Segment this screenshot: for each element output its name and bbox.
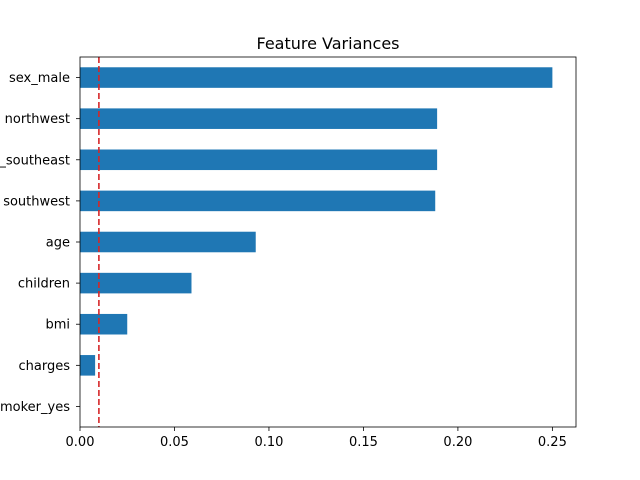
bar-children bbox=[80, 272, 192, 294]
bar-sex-male bbox=[80, 67, 553, 88]
bar-bmi bbox=[80, 313, 128, 335]
x-tick-label: 0.15 bbox=[349, 435, 378, 450]
y-tick-label: sex_male bbox=[9, 71, 70, 86]
x-axis-ticks: 0.00 0.05 0.10 0.15 0.20 0.25 bbox=[66, 427, 567, 450]
y-tick-label: southwest bbox=[3, 194, 70, 209]
bar-region-southeast bbox=[80, 149, 438, 171]
x-tick-label: 0.05 bbox=[160, 435, 189, 450]
y-tick-label: charges bbox=[19, 359, 71, 374]
bar-age bbox=[80, 231, 256, 253]
y-tick-label: children bbox=[18, 277, 70, 292]
bars-group bbox=[80, 67, 553, 376]
bar-charges bbox=[80, 355, 96, 376]
x-tick-label: 0.10 bbox=[254, 435, 283, 450]
bar-region-southwest bbox=[80, 190, 436, 212]
y-tick-label: _southeast bbox=[0, 153, 70, 168]
y-tick-label: moker_yes bbox=[0, 400, 70, 415]
x-tick-label: 0.25 bbox=[538, 435, 567, 450]
x-tick-label: 0.20 bbox=[443, 435, 472, 450]
x-tick-label: 0.00 bbox=[66, 435, 95, 450]
y-axis-ticks: sex_male northwest _southeast southwest age c… bbox=[0, 71, 80, 415]
bar-region-northwest bbox=[80, 108, 438, 129]
axes-frame bbox=[79, 56, 577, 428]
y-tick-label: age bbox=[46, 236, 70, 251]
chart-title: Feature Variances bbox=[257, 34, 400, 53]
y-tick-label: northwest bbox=[5, 112, 70, 127]
y-tick-label: bmi bbox=[45, 318, 70, 333]
